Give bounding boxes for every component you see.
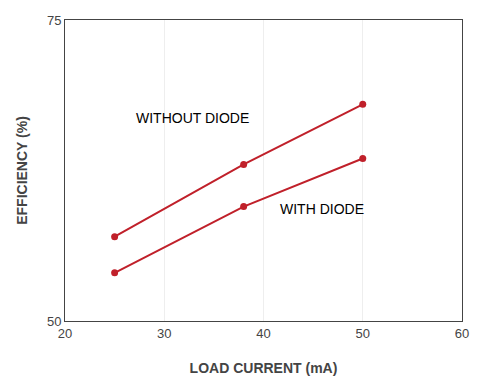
svg-text:EFFICIENCY (%): EFFICIENCY (%): [14, 116, 30, 225]
svg-text:50: 50: [356, 326, 370, 341]
svg-text:30: 30: [157, 326, 171, 341]
svg-text:WITH DIODE: WITH DIODE: [280, 201, 364, 217]
svg-text:75: 75: [47, 13, 61, 28]
svg-text:40: 40: [256, 326, 270, 341]
svg-text:LOAD CURRENT (mA): LOAD CURRENT (mA): [190, 360, 338, 376]
svg-text:WITHOUT DIODE: WITHOUT DIODE: [136, 110, 249, 126]
svg-text:60: 60: [455, 326, 469, 341]
svg-text:20: 20: [58, 326, 72, 341]
svg-text:50: 50: [47, 314, 61, 329]
